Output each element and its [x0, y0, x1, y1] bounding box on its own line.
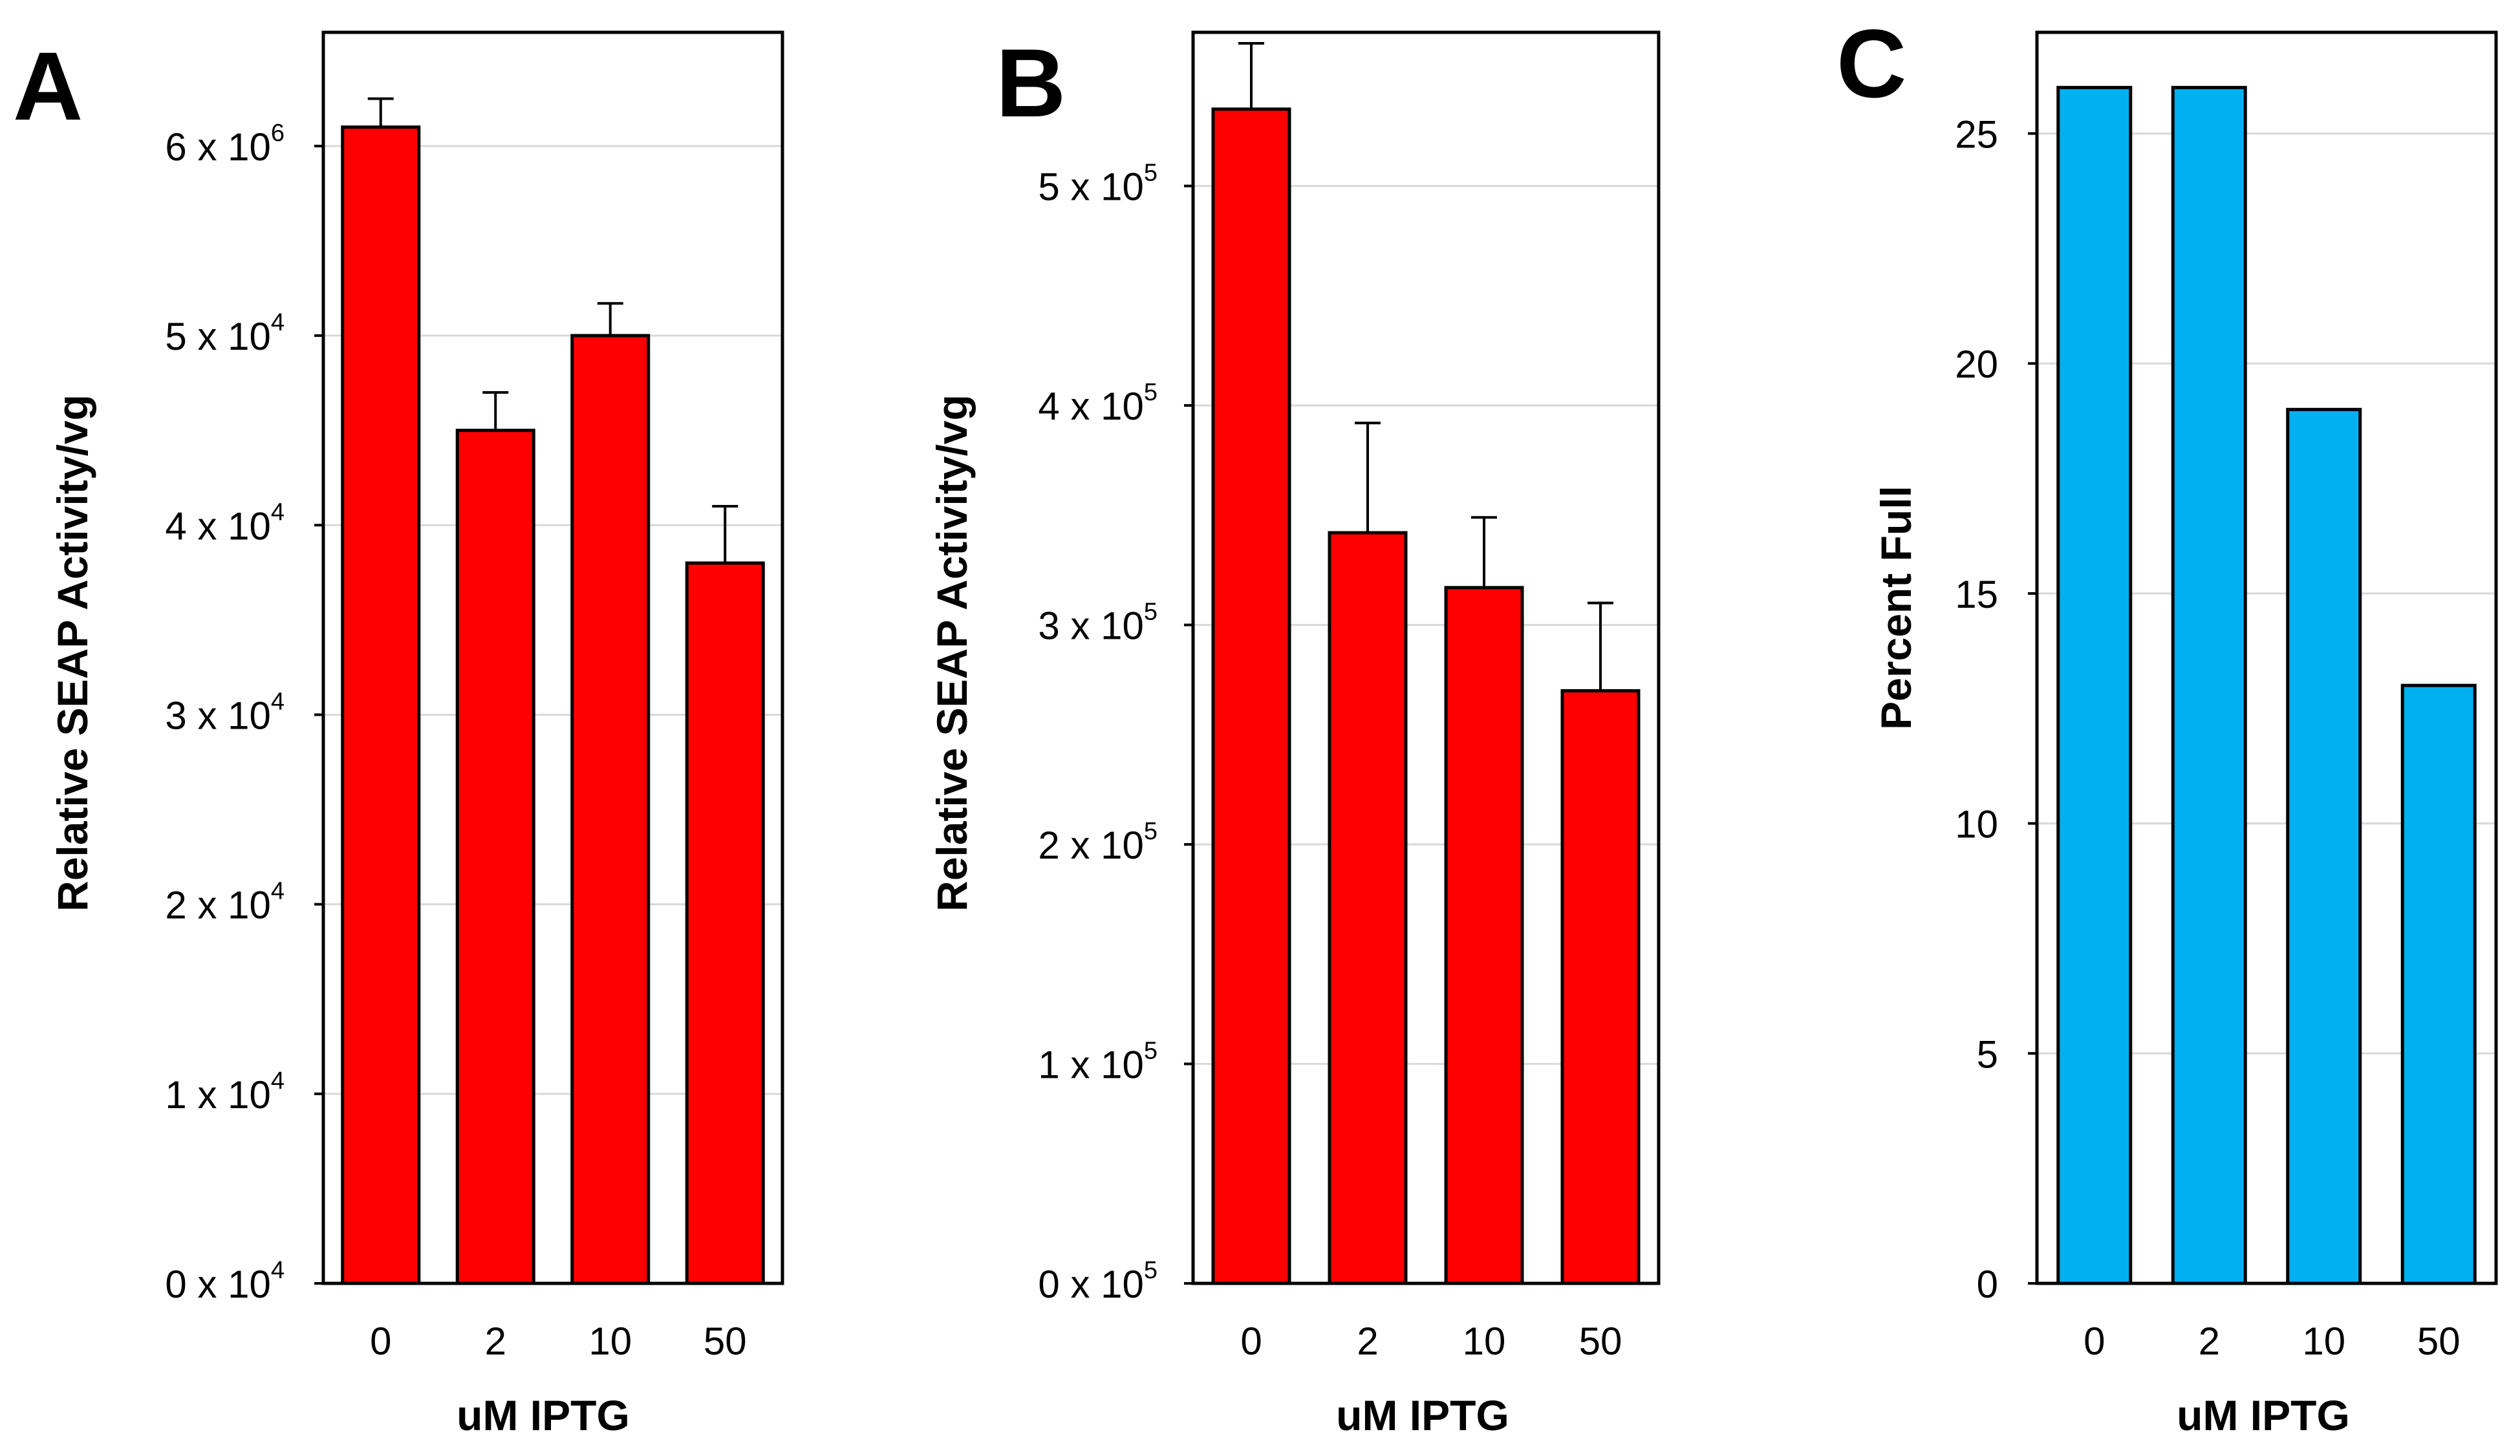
panel-b-error-bar: [1355, 422, 1381, 533]
panel-b-bar: [1211, 107, 1291, 1285]
panel-b-error-bar: [1588, 601, 1613, 691]
panel-c-x-axis-title: uM IPTG: [2177, 1391, 2350, 1439]
panel-b-y-tick-label: 2 x 105: [1038, 818, 1158, 867]
panel-a-bar: [341, 125, 421, 1285]
panel-c-chart: 0 2 10 50 0 5 10 15 20 25 uM IPTG Percent Full C: [1836, 9, 2498, 1439]
panel-a-bar: [455, 429, 535, 1285]
panel-a-y-tick-label: 1 x 104: [165, 1067, 285, 1117]
panel-b-error-bar: [1238, 41, 1264, 109]
panel-b-y-axis-title: Relative SEAP Activity/vg: [928, 394, 976, 912]
panel-a-x-tick-label: 10: [588, 1320, 632, 1363]
panel-a-y-tick-label: 2 x 104: [165, 878, 285, 927]
panel-a-y-tick-label: 4 x 104: [165, 498, 285, 548]
panel-a-x-tick-label: 50: [704, 1320, 747, 1363]
panel-c-y-tick-label: 5: [1977, 1033, 1998, 1076]
panel-c-y-tick-label: 0: [1977, 1263, 1998, 1306]
panel-a-y-tick-label: 3 x 104: [165, 688, 285, 737]
panel-c-y-tick-label: 25: [1955, 113, 1998, 156]
panel-b-plot-frame: [1191, 30, 1661, 1285]
panel-a-y-tick-label: 5 x 104: [165, 309, 285, 358]
panel-c-y-tick-label: 10: [1955, 803, 1998, 846]
panel-b-x-axis-title: uM IPTG: [1336, 1391, 1509, 1439]
panel-a-x-axis-title: uM IPTG: [457, 1391, 630, 1439]
panel-c-bar: [2171, 85, 2247, 1285]
panel-b-x-tick-label: 50: [1579, 1320, 1622, 1363]
panel-c-x-tick-label: 50: [2417, 1320, 2461, 1363]
panel-b-error-bar: [1471, 516, 1497, 588]
panel-c-x-tick-label: 0: [2084, 1320, 2105, 1363]
panel-b-x-tick-label: 0: [1240, 1320, 1262, 1363]
panel-c-y-tick-label: 15: [1955, 573, 1998, 616]
panel-c-x-tick-label: 2: [2199, 1320, 2220, 1363]
panel-a-bar: [570, 334, 651, 1285]
panel-c-bar: [2056, 85, 2133, 1285]
panel-b-bar: [1444, 586, 1524, 1285]
panel-a-bar: [685, 561, 765, 1285]
panel-b-y-tick-label: 0 x 105: [1038, 1257, 1158, 1306]
panel-a-plot-frame: [321, 30, 784, 1285]
panel-a-x-tick-label: 0: [370, 1320, 391, 1363]
panel-a-error-bar: [597, 302, 623, 336]
panel-c-x-tick-label: 10: [2302, 1320, 2345, 1363]
panel-a-y-axis-title: Relative SEAP Activity/vg: [48, 394, 96, 912]
panel-c-y-axis-title: Percent Full: [1872, 486, 1920, 730]
panel-c-y-tick-label: 20: [1955, 343, 1998, 386]
panel-c-bar: [2400, 683, 2477, 1285]
panel-b-y-tick-label: 1 x 105: [1038, 1038, 1158, 1087]
panel-b-chart: 0 2 10 50 0 x 105 1 x 105 2 x 105 3 x 105 4 x 10…: [928, 28, 1661, 1439]
panel-b-x-tick-label: 10: [1463, 1320, 1506, 1363]
panel-a-error-bar: [712, 504, 738, 563]
panel-b-y-tick-label: 5 x 105: [1038, 160, 1158, 209]
panel-a-chart: 0 2 10 50 0 x 104 1 x 104 2 x 104 3 x 104 4 x 10…: [13, 30, 784, 1439]
panel-b-letter: B: [996, 28, 1066, 137]
panel-b-bar: [1328, 531, 1408, 1285]
panel-a-letter: A: [13, 32, 83, 140]
panel-b-bar: [1560, 689, 1641, 1285]
panel-a-x-tick-label: 2: [485, 1320, 506, 1363]
panel-a-error-bar: [482, 391, 509, 431]
panel-c-letter: C: [1836, 9, 1906, 118]
panel-a-y-tick-label: 0 x 104: [165, 1257, 285, 1306]
panel-b-y-tick-label: 3 x 105: [1038, 599, 1158, 648]
panel-b-y-tick-label: 4 x 105: [1038, 379, 1158, 428]
panel-a-error-bar: [367, 97, 394, 127]
panel-c-plot-frame: [2035, 30, 2498, 1285]
panel-c-bar: [2286, 407, 2362, 1285]
panel-a-y-tick-label: 6 x 106: [165, 120, 285, 169]
panel-b-x-tick-label: 2: [1357, 1320, 1378, 1363]
